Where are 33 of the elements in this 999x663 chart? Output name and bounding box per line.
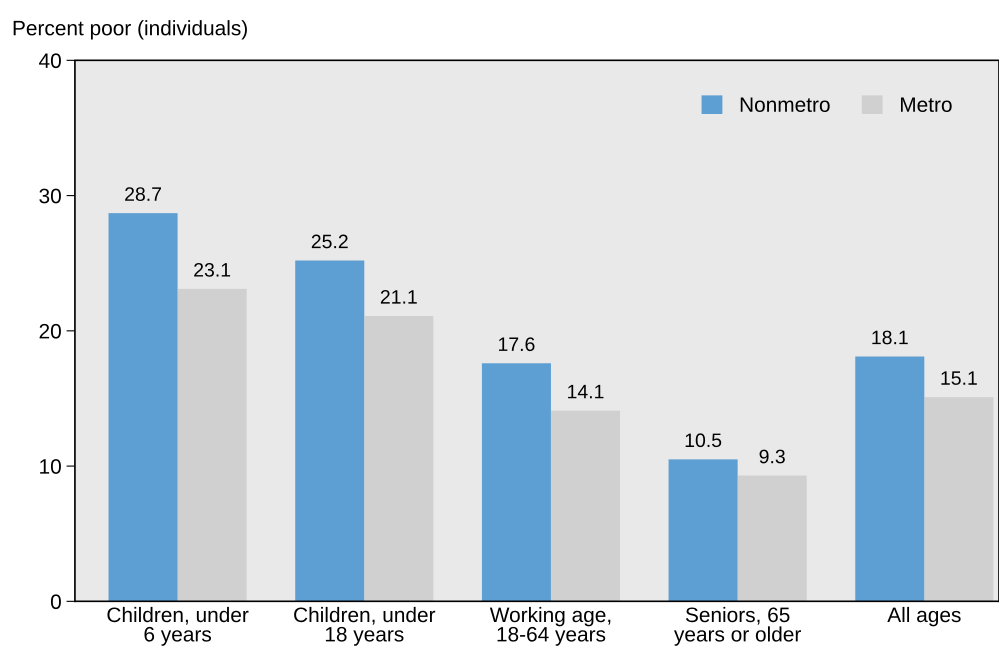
data-label: 10.5 — [686, 433, 722, 448]
data-label: 14.1 — [568, 384, 604, 398]
data-label: 25.2 — [312, 234, 348, 248]
y-tick-label: 10 — [40, 459, 61, 474]
y-axis-title: Percent poor (individuals) — [14, 20, 247, 40]
bar — [668, 459, 738, 602]
bar — [108, 213, 178, 602]
bar — [924, 397, 994, 602]
x-tick-label: Seniors, 65 years or older — [674, 606, 801, 646]
data-label: 28.7 — [125, 187, 162, 201]
legend-label: Metro — [900, 97, 952, 112]
data-label: 23.1 — [194, 262, 230, 277]
y-tick-label: 40 — [39, 53, 61, 68]
x-tick-label: All ages — [887, 606, 961, 626]
bar — [178, 288, 247, 602]
data-label: 18.1 — [872, 330, 908, 344]
y-tick-label: 20 — [40, 324, 61, 339]
y-tick-label: 0 — [50, 594, 61, 610]
bar — [550, 410, 620, 602]
x-tick-label: Working age, 18-64 years — [490, 606, 610, 646]
bar — [295, 260, 364, 602]
data-label: 17.6 — [498, 337, 534, 352]
bar — [738, 476, 807, 602]
bar — [482, 363, 551, 602]
bar — [364, 316, 434, 602]
data-label: 15.1 — [941, 371, 977, 385]
bar — [855, 356, 924, 602]
x-tick-label: Children, under 18 years — [294, 606, 436, 646]
data-label: 9.3 — [760, 450, 785, 464]
x-tick-label: Children, under 6 years — [107, 606, 248, 646]
data-label: 21.1 — [380, 290, 417, 304]
legend-label: Nonmetro — [740, 97, 830, 112]
y-tick-label: 30 — [39, 188, 61, 204]
